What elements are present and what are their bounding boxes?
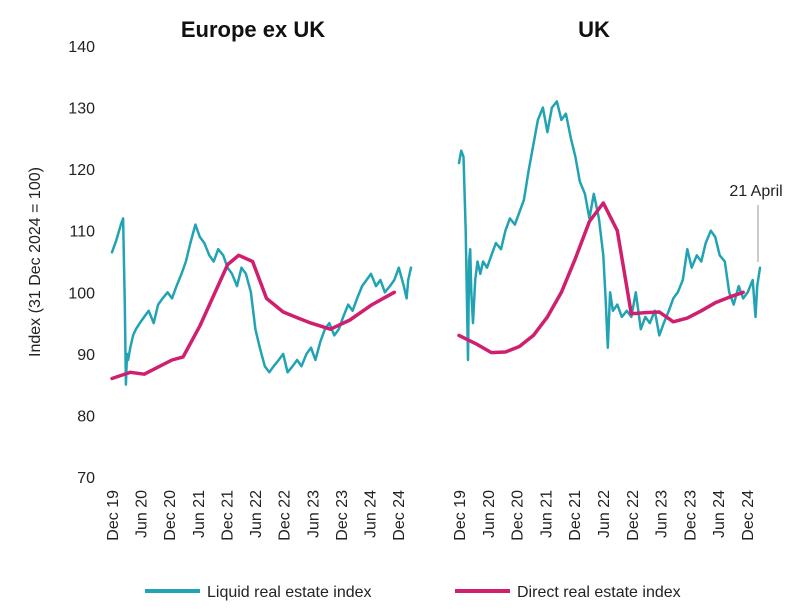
y-tick-label: 110 — [69, 224, 95, 241]
y-tick-label: 140 — [68, 39, 95, 56]
x-tick-label: Jun 22 — [248, 490, 265, 538]
panel-title-europe-ex-uk: Europe ex UK — [181, 17, 325, 42]
legend-label-direct: Direct real estate index — [517, 584, 681, 601]
series-line-liquid — [457, 100, 762, 362]
x-tick-label: Dec 19 — [452, 490, 469, 541]
x-tick-label: Dec 19 — [105, 490, 122, 541]
y-axis-title: Index (31 Dec 2024 = 100) — [27, 167, 44, 357]
y-tick-label: 90 — [77, 347, 95, 364]
panel-uk: UK Dec 19 Jun 20 Dec 20 Jun 21 Dec 21 Jun 22 D… — [452, 17, 783, 541]
panel-title-uk: UK — [578, 17, 610, 42]
x-tick-label: Dec 24 — [740, 490, 757, 541]
x-tick-label: Dec 22 — [277, 490, 294, 541]
x-tick-label: Jun 23 — [654, 490, 671, 538]
y-tick-label: 100 — [68, 285, 95, 302]
x-tick-label: Jun 24 — [363, 490, 380, 538]
legend: Liquid real estate index Direct real est… — [145, 584, 681, 601]
series-line-direct — [110, 253, 397, 381]
y-tick-label: 70 — [77, 470, 95, 487]
x-tick-label: Dec 22 — [625, 490, 642, 541]
y-tick-label: 130 — [68, 101, 95, 118]
y-tick-label: 80 — [77, 408, 95, 425]
x-tick-label: Jun 20 — [481, 490, 498, 538]
x-tick-label: Jun 22 — [596, 490, 613, 538]
y-tick-label: 120 — [68, 162, 95, 179]
x-tick-label: Dec 24 — [391, 490, 408, 541]
series-line-liquid — [110, 217, 413, 386]
x-tick-label: Dec 21 — [567, 490, 584, 541]
x-tick-label: Jun 21 — [191, 490, 208, 538]
x-tick-label: Dec 20 — [162, 490, 179, 541]
series-line-direct — [457, 201, 745, 355]
annotation-21-april: 21 April — [729, 183, 782, 200]
legend-label-liquid: Liquid real estate index — [207, 584, 372, 601]
x-tick-label: Dec 23 — [334, 490, 351, 541]
panel-europe-ex-uk: Europe ex UK Dec 19 Jun 20 Dec 20 Jun 21 Dec… — [105, 17, 413, 541]
x-tick-label: Jun 23 — [305, 490, 322, 538]
x-tick-label: Jun 24 — [711, 490, 728, 538]
x-tick-label: Dec 21 — [219, 490, 236, 541]
x-tick-label: Dec 23 — [682, 490, 699, 541]
y-axis: 70 80 90 100 110 120 130 140 — [68, 39, 95, 487]
x-tick-label: Jun 20 — [134, 490, 151, 538]
x-tick-label: Jun 21 — [538, 490, 555, 538]
x-tick-label: Dec 20 — [510, 490, 527, 541]
